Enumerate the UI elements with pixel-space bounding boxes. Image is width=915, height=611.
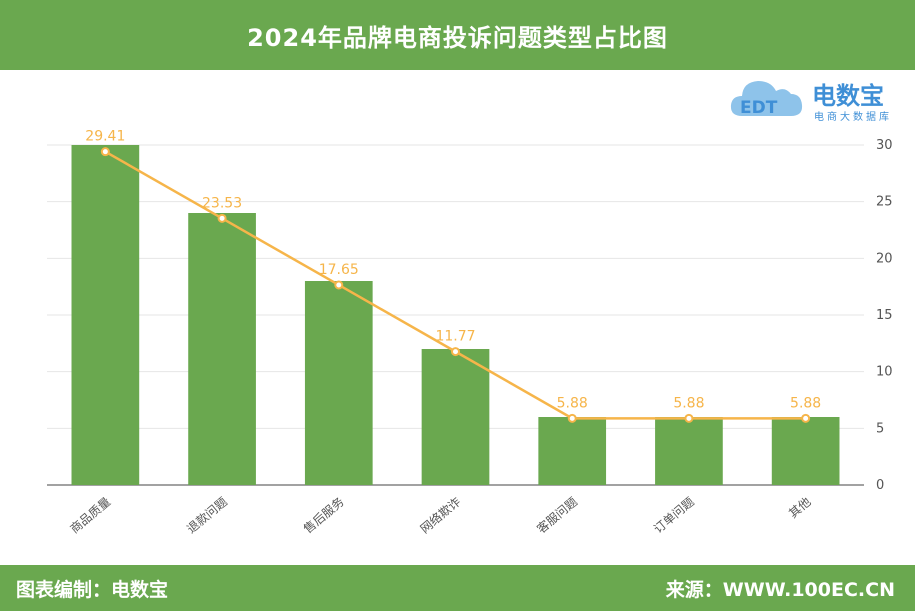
- footer-source: 来源：WWW.100EC.CN: [665, 579, 895, 601]
- line-point: [100, 147, 110, 157]
- y-tick-label: 10: [876, 365, 893, 380]
- line-series: [100, 147, 811, 423]
- bar: [538, 417, 607, 485]
- bar: [188, 213, 256, 485]
- chart-title: 2024年品牌电商投诉问题类型占比图: [247, 23, 668, 52]
- y-axis-ticks: 0 5 10 15 20 25 30: [876, 138, 893, 493]
- chart-footer: 图表编制：电数宝 来源：WWW.100EC.CN: [0, 565, 915, 611]
- x-axis-ticks: 商品质量 退款问题 售后服务 网络欺诈 客服问题 订单问题 其他: [67, 494, 814, 536]
- y-tick-label: 25: [876, 195, 893, 210]
- x-tick-label: 商品质量: [67, 494, 113, 536]
- x-tick-label: 退款问题: [184, 495, 230, 537]
- bar: [655, 417, 723, 485]
- bar: [421, 349, 490, 485]
- x-tick-label: 客服问题: [534, 494, 580, 536]
- data-label: 5.88: [673, 395, 704, 411]
- y-tick-label: 0: [876, 478, 884, 493]
- x-tick-label: 订单问题: [651, 495, 697, 537]
- data-labels: 29.41 23.53 17.65 11.77 5.88 5.88 5.88: [85, 129, 821, 412]
- y-tick-label: 20: [876, 251, 893, 266]
- line-point: [801, 413, 811, 423]
- line-point: [334, 280, 344, 290]
- line-point: [217, 213, 227, 223]
- data-label: 11.77: [435, 329, 475, 345]
- y-tick-label: 5: [876, 421, 884, 436]
- data-label: 23.53: [202, 195, 242, 211]
- bar: [71, 145, 140, 485]
- x-tick-label: 售后服务: [300, 494, 346, 536]
- logo-name: 电数宝: [812, 82, 884, 110]
- bar-line-chart: 29.41 23.53 17.65 11.77 5.88 5.88 5.88 0 5 10 15 2…: [47, 129, 893, 536]
- x-tick-label: 其他: [786, 495, 813, 521]
- line-point: [567, 413, 577, 423]
- x-tick-label: 网络欺诈: [417, 494, 463, 536]
- y-tick-label: 30: [876, 138, 893, 153]
- chart-header: 2024年品牌电商投诉问题类型占比图: [0, 0, 915, 70]
- line-point: [451, 347, 460, 357]
- data-label: 17.65: [319, 262, 359, 278]
- logo-mark-text: EDT: [740, 98, 778, 118]
- logo-subtitle: 电商大数据库: [814, 112, 892, 123]
- bars: [71, 145, 840, 485]
- y-tick-label: 15: [876, 308, 893, 323]
- data-label: 29.41: [85, 129, 125, 145]
- data-label: 5.88: [790, 395, 821, 411]
- line-point: [684, 413, 694, 423]
- bar: [771, 417, 840, 485]
- logo-mark-icon: EDT: [730, 81, 803, 118]
- data-label: 5.88: [557, 395, 588, 411]
- bar: [304, 281, 373, 485]
- footer-credit: 图表编制：电数宝: [16, 579, 169, 601]
- logo: EDT 电数宝 电商大数据库: [728, 72, 908, 128]
